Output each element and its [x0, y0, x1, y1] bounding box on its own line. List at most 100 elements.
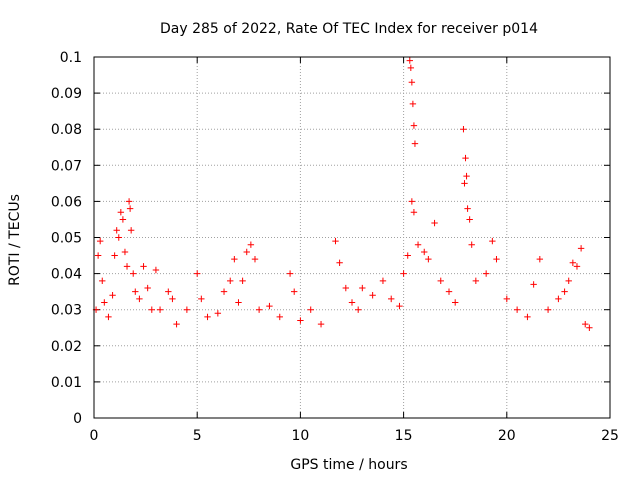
data-point — [482, 270, 490, 277]
data-point — [425, 255, 432, 263]
data-point — [109, 292, 116, 299]
data-point — [130, 270, 137, 277]
data-point — [235, 299, 242, 306]
data-point — [117, 209, 125, 216]
data-point — [247, 241, 255, 248]
data-point — [406, 57, 413, 64]
data-point — [105, 313, 112, 321]
data-point — [342, 284, 350, 292]
y-tick-label: 0 — [73, 411, 82, 427]
x-tick-label: 20 — [498, 428, 516, 444]
data-point — [463, 172, 470, 180]
y-axis-title: ROTI / TECUs — [7, 194, 23, 286]
data-point — [408, 79, 416, 86]
data-point — [462, 154, 469, 162]
data-point — [445, 288, 453, 295]
data-point — [410, 122, 418, 129]
data-point — [227, 277, 234, 285]
data-point — [119, 216, 127, 223]
x-axis-ticks: 0 5 10 15 20 25 — [90, 57, 619, 444]
chart-title: Day 285 of 2022, Rate Of TEC Index for r… — [160, 21, 538, 37]
data-point — [251, 255, 259, 263]
data-point — [99, 277, 106, 285]
data-point — [183, 306, 191, 313]
data-point — [255, 306, 263, 313]
x-tick-label: 15 — [395, 428, 413, 444]
data-point — [148, 306, 155, 313]
data-point — [276, 313, 283, 321]
data-point — [414, 241, 422, 248]
data-point — [582, 320, 589, 328]
data-point — [140, 263, 147, 270]
data-point — [466, 216, 473, 223]
data-point — [126, 205, 134, 212]
data-point — [400, 270, 407, 277]
data-point — [421, 248, 428, 256]
data-point — [503, 295, 510, 303]
data-point — [125, 198, 133, 205]
data-point — [111, 252, 118, 259]
data-point — [266, 302, 273, 310]
data-point — [555, 295, 562, 303]
data-point — [94, 252, 102, 259]
data-point — [577, 245, 585, 252]
x-tick-label: 10 — [291, 428, 309, 444]
data-point — [132, 288, 139, 295]
data-point — [396, 302, 403, 310]
data-point — [231, 255, 238, 263]
y-tick-label: 0.06 — [51, 194, 82, 210]
data-point — [573, 263, 581, 270]
data-point — [169, 295, 176, 303]
y-tick-label: 0.09 — [51, 86, 82, 102]
data-point — [530, 281, 537, 288]
data-point — [136, 295, 143, 303]
data-point — [121, 248, 129, 256]
data-point — [489, 237, 496, 245]
data-point — [214, 310, 222, 317]
data-point — [127, 227, 135, 234]
data-point — [204, 313, 211, 321]
y-tick-label: 0.07 — [51, 158, 82, 174]
data-point — [123, 263, 131, 270]
data-point — [513, 306, 521, 313]
data-point — [431, 219, 438, 227]
data-point — [472, 277, 480, 285]
data-point — [388, 295, 395, 303]
data-point — [332, 237, 339, 245]
data-point — [404, 252, 411, 259]
data-point — [524, 313, 531, 321]
data-point — [297, 317, 304, 324]
data-point — [461, 180, 468, 187]
x-tick-label: 25 — [601, 428, 619, 444]
data-point — [464, 205, 471, 212]
data-point — [565, 277, 572, 285]
data-point — [586, 324, 593, 331]
data-point — [561, 288, 568, 295]
y-axis-ticks: 0 0.01 0.02 0.03 0.04 0.05 0.06 0.07 0.08 0.09 0.1 — [51, 50, 610, 427]
data-point — [101, 299, 108, 306]
y-tick-label: 0.02 — [51, 339, 82, 355]
data-point — [152, 266, 160, 274]
data-point — [460, 126, 467, 133]
y-tick-label: 0.08 — [51, 122, 82, 138]
data-point — [437, 277, 444, 285]
data-point — [336, 259, 343, 266]
data-point — [359, 284, 366, 292]
data-point — [348, 299, 356, 306]
data-point — [409, 100, 417, 108]
plot-frame — [93, 56, 611, 419]
y-tick-label: 0.03 — [51, 303, 82, 319]
grid — [94, 57, 610, 418]
data-point — [317, 320, 325, 328]
data-points — [92, 57, 593, 331]
data-point — [115, 234, 122, 241]
data-point — [165, 288, 172, 295]
y-tick-label: 0.04 — [51, 267, 82, 283]
data-point — [198, 295, 205, 303]
data-point — [291, 288, 298, 295]
data-point — [468, 241, 475, 248]
y-tick-label: 0.01 — [51, 375, 82, 391]
data-point — [411, 140, 419, 147]
data-point — [410, 209, 418, 216]
